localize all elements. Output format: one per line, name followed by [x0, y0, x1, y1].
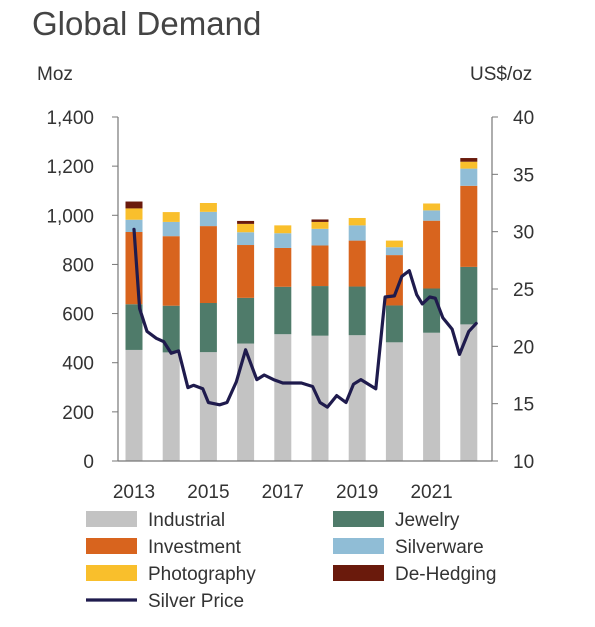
bar-segment-photography — [125, 208, 143, 220]
bar-segment-jewelry — [274, 286, 292, 335]
bar-segment-jewelry — [199, 303, 217, 353]
bar-segment-jewelry — [385, 305, 403, 343]
bar-segment-silverware — [162, 221, 180, 237]
bar-segment-photography — [199, 203, 217, 212]
chart-title: Global Demand — [32, 5, 261, 42]
y-right-unit: US$/oz — [470, 64, 532, 85]
bar-segment-industrial — [274, 334, 292, 461]
y-left-tick-label: 1,400 — [46, 108, 94, 129]
x-tick-label: 2015 — [187, 482, 229, 503]
y-right-tick-label: 20 — [513, 337, 534, 358]
x-tick-label: 2019 — [336, 482, 378, 503]
bar-segment-silverware — [385, 247, 403, 256]
legend-label-de-hedging: De-Hedging — [395, 564, 496, 585]
bar-segment-industrial — [125, 349, 143, 461]
y-left-tick-label: 1,000 — [46, 206, 94, 227]
y-left-tick-label: 0 — [83, 452, 94, 473]
bar-segment-investment — [162, 236, 180, 306]
bar-segment-silverware — [125, 219, 143, 232]
legend-swatch-jewelry — [333, 511, 384, 527]
bar-segment-industrial — [199, 352, 217, 461]
legend-swatch-silverware — [333, 538, 384, 554]
bar-segment-silverware — [237, 232, 255, 246]
bar-segment-industrial — [385, 342, 403, 461]
axes — [117, 117, 493, 462]
legend-label-silver-price: Silver Price — [148, 591, 244, 612]
x-axis: 2013 2015 2017 2019 2021 — [113, 482, 453, 503]
bar-segment-photography — [311, 221, 329, 229]
bar-segment-silverware — [311, 228, 329, 246]
y-left-tick-label: 800 — [62, 255, 94, 276]
y-right-tick-label: 15 — [513, 395, 534, 416]
y-right-tick-label: 25 — [513, 280, 534, 301]
bar-segment-de-hedging — [125, 201, 143, 209]
y-left-axis: 0 200 400 600 800 1,000 1,200 1,400 — [46, 108, 118, 473]
x-tick-label: 2013 — [113, 482, 155, 503]
bar-segment-investment — [385, 255, 403, 306]
bars — [125, 158, 478, 461]
legend-swatch-investment — [86, 538, 137, 554]
y-right-tick-label: 35 — [513, 165, 534, 186]
bar-segment-jewelry — [423, 288, 441, 333]
bar-segment-investment — [237, 245, 255, 298]
bar-segment-investment — [423, 220, 441, 289]
bar-segment-jewelry — [460, 266, 478, 325]
legend-label-investment: Investment — [148, 537, 242, 558]
y-right-tick-label: 30 — [513, 223, 534, 244]
legend-label-photography: Photography — [148, 564, 256, 585]
legend-swatch-industrial — [86, 511, 137, 527]
bar-segment-jewelry — [237, 297, 255, 344]
y-right-tick-label: 10 — [513, 452, 534, 473]
bar-segment-jewelry — [125, 304, 143, 350]
bar-segment-industrial — [460, 324, 478, 461]
bar-segment-investment — [460, 185, 478, 267]
y-right-axis: 10 15 20 25 30 35 40 — [492, 108, 534, 473]
bar-segment-industrial — [162, 352, 180, 461]
bar-segment-de-hedging — [460, 158, 478, 162]
bar-segment-industrial — [237, 343, 255, 461]
bar-segment-photography — [460, 161, 478, 169]
bar-segment-investment — [199, 226, 217, 304]
bar-segment-de-hedging — [237, 220, 255, 224]
bar-segment-silverware — [460, 168, 478, 186]
legend-label-industrial: Industrial — [148, 510, 225, 531]
bar-segment-industrial — [311, 335, 329, 461]
y-right-tick-label: 40 — [513, 108, 534, 129]
legend: Industrial Jewelry Investment Silverware Pho… — [86, 510, 496, 612]
bar-segment-photography — [348, 217, 366, 226]
legend-swatch-photography — [86, 565, 137, 581]
price-line-group — [132, 227, 478, 409]
bar-segment-investment — [348, 240, 366, 287]
bar-segment-industrial — [423, 332, 441, 461]
bar-segment-industrial — [348, 335, 366, 461]
y-left-tick-label: 400 — [62, 354, 94, 375]
bar-segment-photography — [237, 223, 255, 233]
bar-segment-photography — [274, 225, 292, 234]
bar-segment-silverware — [423, 210, 441, 221]
bar-segment-photography — [162, 212, 180, 222]
y-left-tick-label: 600 — [62, 305, 94, 326]
y-left-tick-label: 1,200 — [46, 157, 94, 178]
bar-segment-investment — [274, 247, 292, 287]
bar-segment-jewelry — [311, 286, 329, 336]
bar-segment-silverware — [348, 225, 366, 241]
bar-segment-investment — [311, 245, 329, 287]
silver-price-line — [132, 227, 478, 409]
bar-segment-jewelry — [348, 286, 366, 336]
y-left-tick-label: 200 — [62, 403, 94, 424]
legend-label-jewelry: Jewelry — [395, 510, 460, 531]
bar-segment-jewelry — [162, 305, 180, 353]
bar-segment-silverware — [274, 233, 292, 248]
x-tick-label: 2021 — [410, 482, 452, 503]
bar-segment-de-hedging — [311, 219, 329, 222]
bar-segment-photography — [385, 240, 403, 248]
x-tick-label: 2017 — [262, 482, 304, 503]
legend-swatch-de-hedging — [333, 565, 384, 581]
y-left-unit: Moz — [37, 64, 73, 85]
legend-label-silverware: Silverware — [395, 537, 484, 558]
bar-segment-photography — [423, 203, 441, 211]
bar-segment-silverware — [199, 211, 217, 227]
